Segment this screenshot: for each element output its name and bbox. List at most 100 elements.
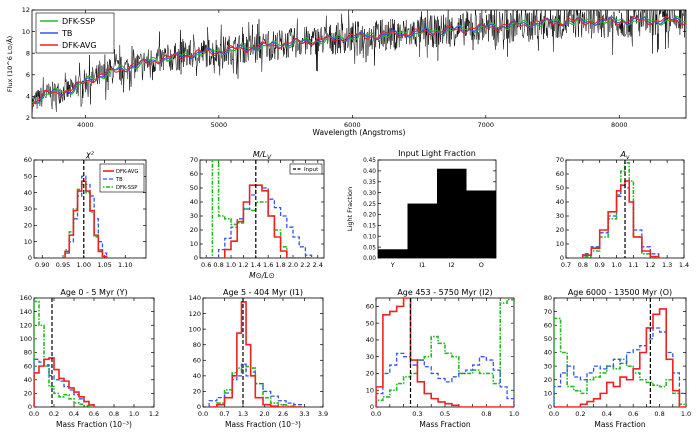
x-tick-label: 1.8 <box>275 261 285 269</box>
x-tick-label: I1 <box>419 261 425 269</box>
chart-ml: 0.6 0.8 1.0 1.2 1.4 1.6 1.8 2.0 2.2 2.4 0 10 20 30 40 5… <box>190 150 325 280</box>
x-tick-label: 0.6 <box>201 261 211 269</box>
y-tick-label: 0 <box>548 403 552 411</box>
series-dfk-avg <box>582 180 660 258</box>
y-tick-label: 0 <box>370 403 374 411</box>
bar-i2 <box>437 168 467 258</box>
y-tick-label: 40 <box>366 336 374 344</box>
series-dfk-ssp <box>64 183 108 258</box>
chart-title: Age 0 - 5 Myr (Y) <box>60 288 127 297</box>
y-tick-label: 20 <box>24 222 32 230</box>
x-tick-label: 1.05 <box>97 261 111 269</box>
plot-area <box>376 298 514 407</box>
x-tick-label: 3.3 <box>299 410 309 418</box>
y-tick-label: 80 <box>193 341 201 349</box>
y-tick-label: 20 <box>544 376 552 384</box>
x-tick-label: 0.6 <box>89 410 99 418</box>
x-tick-label: 4000 <box>77 121 94 129</box>
y-tick-label: 40 <box>193 372 201 380</box>
x-tick-label: 1.1 <box>628 261 638 269</box>
x-tick-label: 6000 <box>344 121 361 129</box>
chart-title: Input Light Fraction <box>398 149 476 158</box>
x-tick-label: 8000 <box>611 121 628 129</box>
plot-area <box>208 298 303 407</box>
y-tick-label: 140 <box>20 308 32 316</box>
x-tick-label: 1.10 <box>118 261 132 269</box>
legend-label: DFK-AVG <box>116 169 138 175</box>
x-tick-label: 0.2 <box>49 410 59 418</box>
chart-age_o: 0.0 0.2 0.4 0.6 0.8 1.0 0 10 20 30 40 50 60 70 80 Age 6… <box>544 288 691 429</box>
x-tick-label: 5000 <box>211 121 228 129</box>
series-tb <box>64 175 108 258</box>
chart-title: Age 5 - 404 Myr (I1) <box>223 288 303 297</box>
model-dfk-ssp <box>32 15 686 104</box>
y-tick-label: 10 <box>22 28 30 36</box>
y-tick-label: 10 <box>24 238 32 246</box>
y-tick-label: 70 <box>190 156 198 164</box>
x-tick-label: 0.4 <box>602 410 612 418</box>
y-tick-label: 4 <box>26 93 30 101</box>
x-tick-label: Y <box>390 261 395 269</box>
x-tick-label: 2.4 <box>313 261 323 269</box>
series-dfk-ssp <box>582 162 659 258</box>
x-tick-label: 0.95 <box>56 261 70 269</box>
x-tick-label: 0.8 <box>213 261 223 269</box>
chart-age_y: 0.0 0.2 0.4 0.6 0.8 1.0 1.2 0 20 40 60 80 100 120 140 1… <box>20 288 160 429</box>
y-axis-label: Flux (10^6 L⊙/Å) <box>5 36 14 92</box>
series-dfk-avg <box>206 184 312 258</box>
y-tick-label: 0.35 <box>363 180 376 186</box>
y-tick-label: 10 <box>556 240 564 248</box>
y-tick-label: 2 <box>26 114 30 122</box>
y-tick-label: 0.30 <box>363 191 376 197</box>
x-tick-label: 0.7 <box>219 410 229 418</box>
chart-av: 0.7 0.8 0.9 1.0 1.1 1.2 1.3 1.4 0 10 20 30 40 50 60 70 A… <box>556 150 689 269</box>
y-tick-label: 160 <box>20 294 32 302</box>
y-tick-label: 40 <box>556 198 564 206</box>
x-axis-label: Wavelength (Angstroms) <box>313 128 406 137</box>
legend-box <box>289 163 323 175</box>
chart-title-sub: V <box>267 154 272 161</box>
y-tick-label: 120 <box>20 321 32 329</box>
y-tick-label: 50 <box>544 335 552 343</box>
y-tick-label: 120 <box>189 310 201 318</box>
series-tb <box>582 184 660 258</box>
y-tick-label: 100 <box>189 325 201 333</box>
y-tick-label: 0.40 <box>363 169 376 175</box>
plot-frame <box>199 159 325 259</box>
x-tick-label: 1.4 <box>679 261 689 269</box>
chart-age_i2: 0.0 0.3 0.5 0.8 1.0 0 10 20 30 40 50 60 Age 453 - 57… <box>366 288 519 429</box>
plot-frame <box>31 9 687 119</box>
plot-area <box>554 298 686 407</box>
y-tick-label: 10 <box>190 240 198 248</box>
plot-area <box>582 160 660 258</box>
y-tick-label: 100 <box>20 335 32 343</box>
y-tick-label: 50 <box>556 184 564 192</box>
y-tick-label: 140 <box>189 294 201 302</box>
x-tick-label: 1.0 <box>509 410 519 418</box>
y-tick-label: 0.15 <box>363 224 376 230</box>
y-tick-label: 40 <box>24 189 32 197</box>
x-tick-label: 1.00 <box>77 261 91 269</box>
y-tick-label: 30 <box>544 362 552 370</box>
chart-title: M/LV <box>253 150 272 161</box>
x-tick-label: 1.3 <box>662 261 672 269</box>
y-tick-label: 40 <box>24 376 32 384</box>
x-tick-label: 0.5 <box>440 410 450 418</box>
y-tick-label: 40 <box>190 198 198 206</box>
series-tb <box>376 352 514 407</box>
y-tick-label: 0 <box>28 254 32 262</box>
legend-label: TB <box>61 29 72 38</box>
bar-i1 <box>407 203 437 258</box>
observed-spectrum <box>32 10 686 115</box>
x-tick-label: 1.2 <box>238 261 248 269</box>
y-tick-label: 60 <box>24 156 32 164</box>
x-tick-label: 0.0 <box>29 410 39 418</box>
y-tick-label: 60 <box>190 170 198 178</box>
x-axis-label: Mass Fraction <box>419 420 470 429</box>
x-tick-label: 0.0 <box>371 410 381 418</box>
series-dfk-avg <box>554 308 686 407</box>
plot-frame <box>202 297 324 408</box>
x-axis-label: Mass Fraction <box>594 420 645 429</box>
x-tick-label: 0.8 <box>481 410 491 418</box>
x-tick-label: 1.3 <box>238 410 248 418</box>
